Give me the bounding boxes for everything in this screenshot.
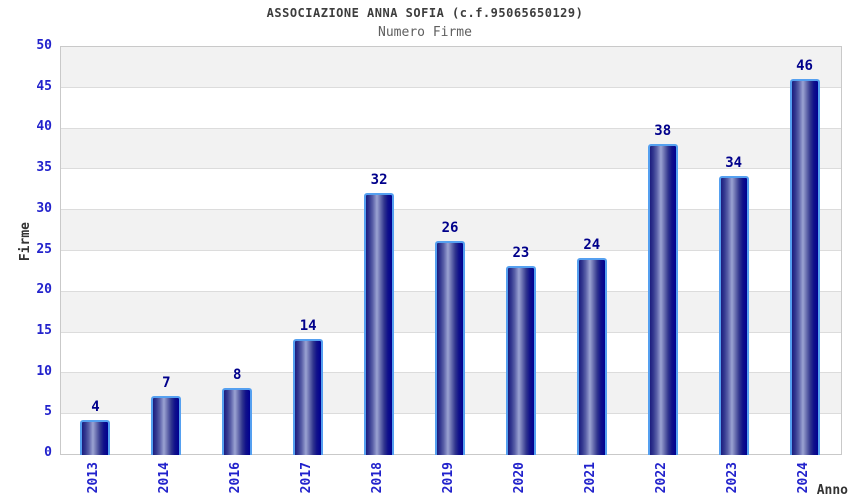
bar-2021 <box>576 257 607 455</box>
bar-2013 <box>80 420 111 455</box>
x-tick-label: 2022 <box>653 462 669 494</box>
y-tick-label: 30 <box>36 200 52 216</box>
bar-value-label: 23 <box>512 244 530 261</box>
bar-value-label: 26 <box>441 220 459 237</box>
bar-value-label: 46 <box>796 57 813 74</box>
x-tick-label: 2019 <box>441 462 456 494</box>
bar-value-label: 24 <box>583 236 601 253</box>
y-tick-label: 0 <box>44 445 52 460</box>
bar-2018 <box>364 192 395 455</box>
x-tick-label: 2016 <box>228 462 244 494</box>
bar-value-label: 8 <box>233 366 242 383</box>
x-tick-label: 2020 <box>511 462 527 494</box>
bar-value-label: 34 <box>725 155 743 172</box>
bar-2024 <box>789 78 820 455</box>
bar-value-label: 32 <box>370 171 388 188</box>
bar-2022 <box>647 143 678 455</box>
bar-2016 <box>222 387 253 455</box>
bar-2019 <box>435 241 465 455</box>
bar-value-label: 14 <box>299 318 317 335</box>
y-tick-label: 40 <box>36 119 52 135</box>
bar-value-label: 4 <box>91 399 100 416</box>
y-tick-label: 15 <box>36 322 52 338</box>
chart-title: ASSOCIAZIONE ANNA SOFIA (c.f.95065650129… <box>266 6 584 20</box>
plot-band <box>61 168 841 210</box>
bar-2020 <box>505 265 536 455</box>
x-tick-label: 2014 <box>157 462 173 494</box>
plot-band <box>61 47 841 87</box>
x-tick-label: 2017 <box>299 462 315 494</box>
plot-band <box>61 86 841 128</box>
x-tick-label: 2013 <box>86 462 102 494</box>
bar-2023 <box>718 176 749 455</box>
y-tick-label: 5 <box>44 404 52 420</box>
x-tick-label: 2024 <box>795 462 811 494</box>
chart-subtitle: Numero Firme <box>378 25 472 40</box>
y-tick-label: 20 <box>36 282 52 298</box>
y-tick-label: 25 <box>36 241 52 257</box>
x-tick-label: 2021 <box>582 462 598 494</box>
y-tick-label: 45 <box>36 78 52 94</box>
bar-value-label: 7 <box>162 375 171 392</box>
bar-2014 <box>151 396 182 455</box>
y-tick-label: 10 <box>36 363 52 379</box>
y-tick-label: 50 <box>36 38 52 53</box>
x-axis-title: Anno <box>816 483 848 498</box>
plot-band <box>61 127 841 169</box>
bar-value-label: 38 <box>654 122 672 139</box>
x-tick-label: 2023 <box>724 462 740 494</box>
bar-2017 <box>293 339 324 455</box>
y-tick-label: 35 <box>36 160 52 176</box>
x-tick-label: 2018 <box>370 462 386 494</box>
